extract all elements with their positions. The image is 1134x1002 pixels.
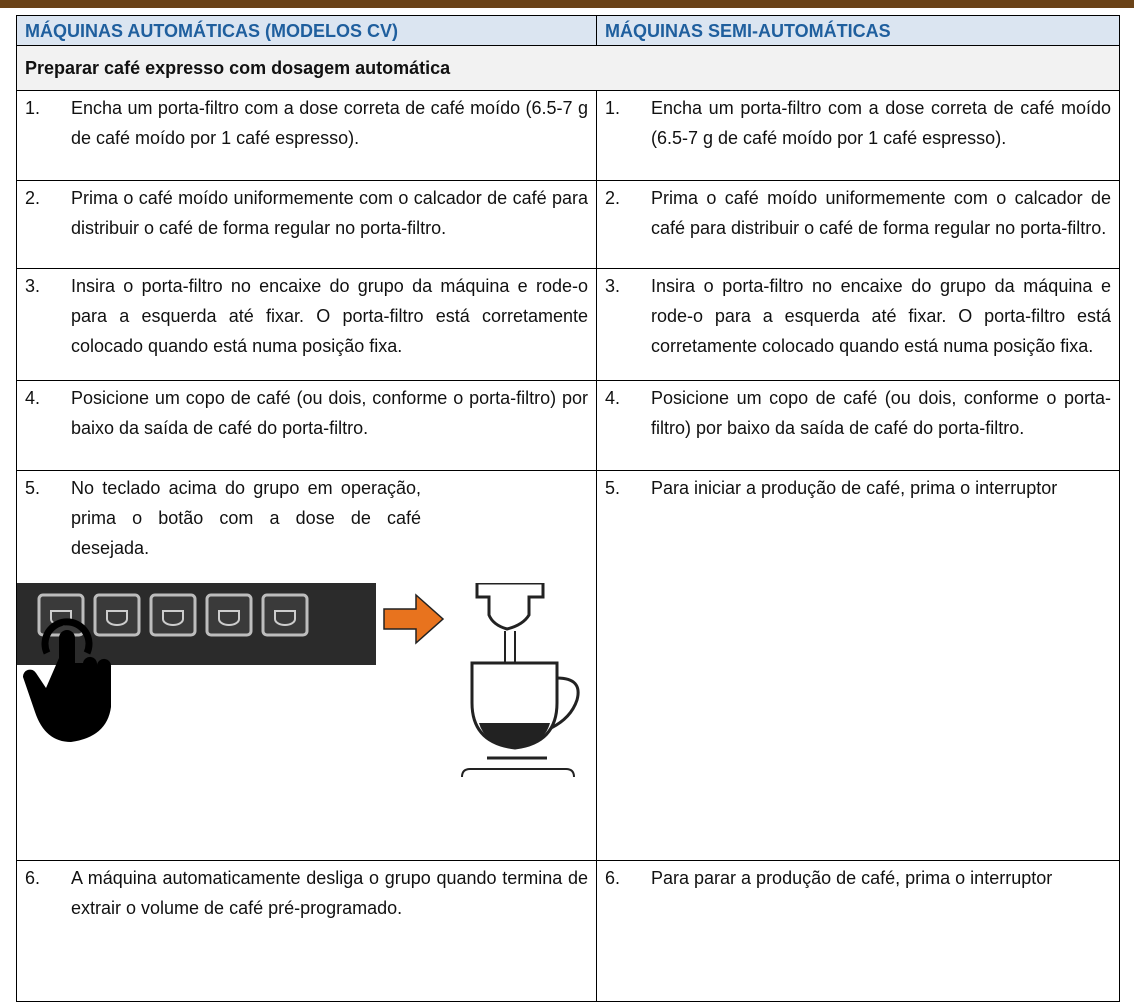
step-cell: 3. Insira o porta-filtro no encaixe do gr…	[597, 269, 1120, 381]
keypad-button	[149, 593, 197, 637]
step-text: Encha um porta-filtro com a dose correta…	[651, 98, 1111, 148]
step-number: 5.	[25, 478, 41, 498]
step-number: 3.	[605, 276, 621, 296]
keypad-button	[261, 593, 309, 637]
step-text: No teclado acima do grupo em operação, p…	[71, 478, 421, 558]
step-number: 6.	[25, 868, 41, 888]
step-number: 2.	[25, 188, 41, 208]
hand-icon	[22, 630, 112, 742]
section-title: Preparar café expresso com dosagem autom…	[17, 46, 1120, 91]
step: 5. Para iniciar a produção de café, prima…	[597, 471, 1119, 503]
top-bar	[0, 0, 1134, 8]
step-cell: 5. No teclado acima do grupo em operação,…	[17, 471, 597, 861]
step-cell: 2. Prima o café moído uniformemente com o…	[597, 181, 1120, 269]
step: 2. Prima o café moído uniformemente com o…	[597, 181, 1119, 243]
step-text: Prima o café moído uniformemente com o c…	[651, 188, 1111, 238]
step: 4. Posicione um copo de café (ou dois, co…	[597, 381, 1119, 443]
tap-ring	[41, 618, 93, 655]
steps-table: MÁQUINAS AUTOMÁTICAS (MODELOS CV) MÁQUIN…	[16, 15, 1120, 1002]
step: 2. Prima o café moído uniformemente com o…	[17, 181, 596, 243]
step-row: 3. Insira o porta-filtro no encaixe do gr…	[17, 269, 1120, 381]
step-row: 1. Encha um porta-filtro com a dose corre…	[17, 91, 1120, 181]
step-cell: 2. Prima o café moído uniformemente com o…	[17, 181, 597, 269]
step: 6. Para parar a produção de café, prima o…	[597, 861, 1119, 893]
keypad-button	[37, 593, 85, 637]
cup-handle	[550, 676, 580, 730]
step-number: 1.	[605, 98, 621, 118]
step: 5. No teclado acima do grupo em operação,…	[17, 471, 596, 563]
step-row: 2. Prima o café moído uniformemente com o…	[17, 181, 1120, 269]
coffee	[479, 723, 550, 747]
column-header: MÁQUINAS SEMI-AUTOMÁTICAS	[597, 16, 1120, 46]
cup-icon	[218, 610, 240, 626]
step-cell: 4. Posicione um copo de café (ou dois, co…	[17, 381, 597, 471]
drip-tray	[461, 768, 575, 778]
step-row: 4. Posicione um copo de café (ou dois, co…	[17, 381, 1120, 471]
step-text: Posicione um copo de café (ou dois, conf…	[651, 388, 1111, 438]
step: 1. Encha um porta-filtro com a dose corre…	[17, 91, 596, 153]
step-text: A máquina automaticamente desliga o grup…	[71, 868, 588, 918]
keypad-button	[93, 593, 141, 637]
cup-icon	[106, 610, 128, 626]
cup-icon	[162, 610, 184, 626]
step: 6. A máquina automaticamente desliga o gr…	[17, 861, 596, 923]
step-text: Insira o porta-filtro no encaixe do grup…	[71, 276, 588, 356]
step-number: 4.	[25, 388, 41, 408]
keypad-illustration	[17, 583, 580, 778]
step: 1. Encha um porta-filtro com a dose corre…	[597, 91, 1119, 153]
step-cell: 1. Encha um porta-filtro com a dose corre…	[597, 91, 1120, 181]
step-number: 6.	[605, 868, 621, 888]
step-text: Posicione um copo de café (ou dois, conf…	[71, 388, 588, 438]
step-cell: 4. Posicione um copo de café (ou dois, co…	[597, 381, 1120, 471]
step-text: Prima o café moído uniformemente com o c…	[71, 188, 588, 238]
step-text: Para iniciar a produção de café, prima o…	[651, 478, 1058, 498]
step: 4. Posicione um copo de café (ou dois, co…	[17, 381, 596, 443]
step-text: Insira o porta-filtro no encaixe do grup…	[651, 276, 1111, 356]
step-row: 5. No teclado acima do grupo em operação,…	[17, 471, 1120, 861]
section-row: Preparar café expresso com dosagem autom…	[17, 46, 1120, 91]
step: 3. Insira o porta-filtro no encaixe do gr…	[17, 269, 596, 361]
keypad-button	[205, 593, 253, 637]
step-cell: 6. A máquina automaticamente desliga o gr…	[17, 861, 597, 1002]
step-text: Encha um porta-filtro com a dose correta…	[71, 98, 588, 148]
step-cell: 3. Insira o porta-filtro no encaixe do gr…	[17, 269, 597, 381]
step-cell: 5. Para iniciar a produção de café, prima…	[597, 471, 1120, 861]
step-number: 2.	[605, 188, 621, 208]
step-row: 6. A máquina automaticamente desliga o gr…	[17, 861, 1120, 1002]
arrow	[383, 593, 445, 645]
step-number: 3.	[25, 276, 41, 296]
step-number: 4.	[605, 388, 621, 408]
step-text: Para parar a produção de café, prima o i…	[651, 868, 1053, 888]
step-cell: 6. Para parar a produção de café, prima o…	[597, 861, 1120, 1002]
portafilter	[475, 583, 545, 631]
header-row: MÁQUINAS AUTOMÁTICAS (MODELOS CV) MÁQUIN…	[17, 16, 1120, 46]
step-rows: 1. Encha um porta-filtro com a dose corre…	[17, 91, 1120, 1002]
step-number: 1.	[25, 98, 41, 118]
cup-icon	[274, 610, 296, 626]
step-cell: 1. Encha um porta-filtro com a dose corre…	[17, 91, 597, 181]
step-number: 5.	[605, 478, 621, 498]
step: 3. Insira o porta-filtro no encaixe do gr…	[597, 269, 1119, 361]
column-header: MÁQUINAS AUTOMÁTICAS (MODELOS CV)	[17, 16, 597, 46]
